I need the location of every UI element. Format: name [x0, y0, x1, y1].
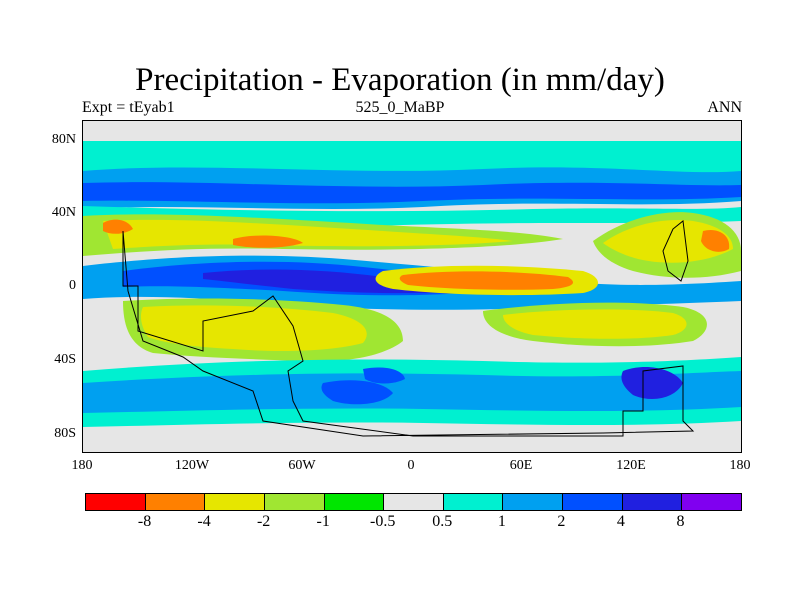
- precip-evap-map: [83, 121, 741, 452]
- lat-label-80n: 80N: [51, 132, 76, 147]
- band-yellow-north: [103, 219, 513, 249]
- colorbar-box: [443, 494, 504, 510]
- colorbar-box: [563, 494, 623, 510]
- colorbar-label: -8: [137, 513, 152, 530]
- lon-label-180e: 180: [729, 458, 751, 473]
- lat-label-40n: 40N: [51, 205, 76, 220]
- plot-title: Precipitation - Evaporation (in mm/day): [135, 62, 665, 98]
- colorbar-box: [384, 494, 444, 510]
- lat-label-40s: 40S: [54, 352, 76, 367]
- colorbar-box: [264, 494, 325, 510]
- colorbar-label: -4: [197, 513, 211, 530]
- colorbar-label: -2: [256, 513, 271, 530]
- lon-label-0: 0: [407, 458, 415, 473]
- map-plot-area: [82, 120, 742, 453]
- colorbar-label: 0.5: [432, 513, 453, 530]
- colorbar-box: [145, 494, 206, 510]
- time-label: 525_0_MaBP: [355, 99, 445, 116]
- lon-label-120w: 120W: [174, 458, 210, 473]
- colorbar-label: 8: [676, 513, 685, 530]
- band-blue-north: [83, 182, 741, 204]
- season-label: ANN: [707, 99, 742, 116]
- experiment-label: Expt = tEyab1: [82, 99, 175, 116]
- colorbar-label: -0.5: [370, 513, 396, 530]
- colorbar: [85, 493, 742, 511]
- continent-outline: [122, 230, 695, 437]
- lon-label-180w: 180: [71, 458, 93, 473]
- colorbar-box: [503, 494, 564, 510]
- lon-label-60w: 60W: [288, 458, 316, 473]
- colorbar-box: [324, 494, 385, 510]
- colorbar-label: 1: [497, 513, 506, 530]
- colorbar-box: [622, 494, 683, 510]
- colorbar-label: 2: [557, 513, 566, 530]
- colorbar-box: [682, 494, 742, 510]
- lat-label-0: 0: [69, 278, 76, 293]
- lon-label-60e: 60E: [509, 458, 533, 473]
- colorbar-box: [205, 494, 265, 510]
- lon-label-120e: 120E: [616, 458, 646, 473]
- lat-label-80s: 80S: [54, 426, 76, 441]
- colorbar-label: 4: [616, 513, 625, 530]
- colorbar-label: -1: [316, 513, 330, 530]
- colorbar-box: [86, 494, 146, 510]
- band-lightblue-south: [83, 371, 741, 413]
